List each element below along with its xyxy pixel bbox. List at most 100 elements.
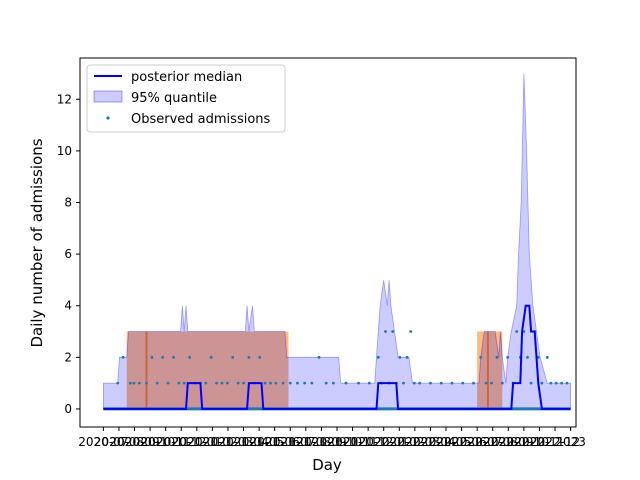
observed-point-18 (215, 381, 218, 385)
x-axis-ticks: 2020-072020-082020-092020-102020-112020-… (78, 427, 586, 449)
y-axis-label: Daily number of admissions (28, 138, 46, 347)
observed-point-1 (121, 355, 125, 359)
observed-point-53 (429, 381, 432, 385)
x-tick-label-2: 2020-09 (109, 435, 159, 449)
observed-point-69 (529, 381, 533, 385)
x-tick-label-12: 2021-07 (265, 435, 315, 449)
observed-point-2 (128, 381, 132, 385)
x-tick-label-24: 2022-07 (452, 435, 502, 449)
observed-point-38 (344, 381, 348, 385)
observed-point-72 (540, 381, 544, 385)
observed-point-30 (281, 381, 285, 385)
observed-point-32 (296, 381, 299, 385)
x-tick-label-15: 2021-10 (312, 435, 362, 449)
x-tick-label-25: 2022-08 (468, 435, 518, 449)
y-tick-label-1: 2 (64, 350, 72, 364)
y-axis-ticks: 0 2 4 6 8 10 12 (57, 92, 80, 416)
observed-point-57 (472, 381, 475, 385)
y-tick-label-3: 6 (64, 247, 72, 261)
x-tick-label-21: 2022-04 (405, 435, 455, 449)
observed-point-58 (479, 355, 483, 359)
observed-point-76 (560, 381, 564, 385)
observed-point-45 (391, 330, 395, 333)
x-tick-label-7: 2021-02 (187, 435, 237, 449)
observed-point-4 (137, 381, 141, 385)
observed-point-21 (231, 355, 235, 359)
observed-point-31 (288, 381, 292, 385)
observed-point-55 (450, 381, 454, 385)
observed-point-71 (536, 355, 540, 359)
observed-point-61 (495, 355, 499, 359)
observed-point-60 (490, 381, 493, 385)
x-tick-label-5: 2020-12 (156, 435, 206, 449)
observed-point-77 (565, 381, 569, 385)
legend-swatch-band (93, 90, 123, 103)
y-tick-label-5: 10 (57, 144, 72, 158)
observed-point-59 (484, 381, 488, 385)
observed-point-34 (310, 381, 314, 385)
x-tick-label-18: 2022-01 (359, 435, 409, 449)
legend-label-2: Observed admissions (131, 112, 271, 127)
observed-point-68 (526, 355, 529, 359)
x-tick-label-20: 2022-03 (390, 435, 440, 449)
observed-point-24 (247, 355, 251, 359)
observed-point-27 (263, 381, 267, 385)
observed-point-0 (116, 381, 120, 385)
plot-area (103, 73, 571, 411)
legend-label-1: 95% quantile (131, 91, 217, 106)
observed-point-74 (549, 381, 553, 385)
x-tick-label-8: 2021-03 (203, 435, 253, 449)
x-tick-label-0: 2020-07 (78, 435, 128, 449)
x-tick-label-29: 2022-12 (530, 435, 580, 449)
x-tick-label-27: 2022-10 (499, 435, 549, 449)
intervention-region-1 (477, 331, 503, 409)
observed-point-41 (376, 355, 380, 359)
x-tick-label-3: 2020-10 (125, 435, 175, 449)
observed-point-8 (161, 355, 165, 359)
observed-point-62 (500, 381, 504, 385)
observed-point-6 (150, 355, 154, 359)
observed-point-26 (258, 355, 262, 359)
observed-point-51 (412, 381, 416, 385)
observed-point-36 (324, 381, 328, 385)
x-tick-label-14: 2021-09 (296, 435, 346, 449)
x-tick-label-30: 2023 (555, 435, 586, 449)
observed-point-43 (384, 330, 387, 333)
observed-point-50 (409, 330, 413, 333)
observed-point-63 (506, 355, 510, 359)
observed-point-65 (515, 330, 519, 333)
observed-point-16 (204, 381, 208, 385)
observed-point-17 (209, 355, 213, 359)
observed-point-20 (225, 381, 229, 385)
observed-point-56 (461, 381, 465, 385)
observed-point-49 (405, 355, 409, 359)
x-tick-label-13: 2021-08 (281, 435, 331, 449)
observed-point-9 (166, 381, 170, 385)
x-tick-label-23: 2022-06 (437, 435, 487, 449)
x-tick-label-17: 2021-12 (343, 435, 393, 449)
median-line-path (103, 304, 571, 410)
observed-point-37 (331, 381, 335, 385)
quantile-band (103, 73, 571, 410)
x-tick-label-22: 2022-05 (421, 435, 471, 449)
observed-point-73 (545, 355, 549, 359)
x-tick-label-26: 2022-09 (483, 435, 533, 449)
x-tick-label-4: 2020-11 (141, 435, 191, 449)
observed-point-28 (269, 381, 272, 385)
observed-point-3 (132, 381, 136, 385)
y-tick-label-6: 12 (57, 92, 72, 106)
x-tick-label-28: 2022-11 (514, 435, 564, 449)
observed-point-39 (357, 381, 360, 385)
x-axis-label: Day (312, 456, 342, 474)
observed-point-52 (418, 381, 422, 385)
x-tick-label-10: 2021-05 (234, 435, 284, 449)
median-line (103, 304, 571, 410)
legend-swatch-observed (106, 116, 110, 120)
quantile-band-area (103, 73, 571, 410)
y-tick-label-0: 0 (64, 402, 72, 416)
observed-point-40 (367, 381, 371, 385)
x-tick-label-9: 2021-04 (218, 435, 268, 449)
observed-point-47 (398, 355, 402, 359)
observed-point-12 (182, 381, 186, 385)
